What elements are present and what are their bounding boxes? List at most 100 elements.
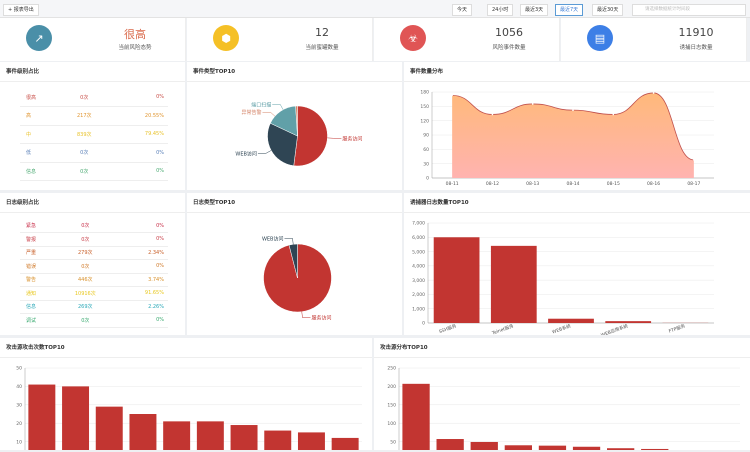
x-tick-label: SSH服务 — [438, 322, 458, 335]
cell-count: 0次 — [64, 88, 104, 107]
cell-level: 严重 — [20, 246, 60, 260]
document-icon: ▤ — [587, 25, 613, 51]
panel-title: 攻击源分布TOP10 — [374, 338, 750, 358]
bar[interactable] — [539, 446, 566, 450]
bar[interactable] — [298, 432, 325, 450]
x-tick-label: WEB系统 — [551, 322, 572, 335]
x-tick-label: Telnet服务 — [490, 322, 515, 335]
stat-value: 11910 — [646, 26, 746, 39]
cell-level: 警报 — [20, 233, 60, 247]
cell-pct: 0% — [104, 162, 168, 181]
pie-label: WEB访问 — [235, 150, 257, 157]
filter-button[interactable]: 最近3天 — [520, 4, 548, 16]
bar[interactable] — [264, 431, 291, 450]
filter-button[interactable]: 24小时 — [487, 4, 513, 16]
cell-level: 中 — [20, 125, 64, 144]
bar[interactable] — [28, 385, 55, 450]
x-tick-label: 08-17 — [687, 181, 700, 187]
x-tick-label: WEB应用系统 — [600, 322, 630, 335]
x-tick-label: 08-16 — [647, 181, 660, 187]
cell-count: 0次 — [60, 314, 112, 328]
cell-level: 很高 — [20, 88, 64, 107]
filter-button[interactable]: 最近30天 — [592, 4, 623, 16]
y-tick-label: 20 — [16, 421, 22, 427]
bar[interactable] — [505, 445, 532, 450]
pie-label-line — [302, 312, 311, 318]
stat-label: 当前风险态势 — [85, 43, 185, 51]
cell-count: 839次 — [64, 125, 104, 144]
y-tick-label: 2,000 — [412, 292, 425, 298]
cell-pct: 0% — [111, 219, 168, 233]
y-tick-label: 10 — [16, 439, 22, 445]
cell-pct: 3.74% — [111, 273, 168, 287]
cell-pct: 91.65% — [111, 287, 168, 301]
y-tick-label: 200 — [387, 384, 396, 390]
x-tick-label: 08-15 — [607, 181, 620, 187]
toolbar: + 报表导出 今天 24小时最近3天最近7天最近30天 请选择数据统计时间段 — [0, 0, 750, 18]
date-range-input[interactable]: 请选择数据统计时间段 — [632, 4, 746, 16]
bar[interactable] — [332, 438, 359, 450]
data-point[interactable] — [572, 109, 574, 111]
export-report-button[interactable]: + 报表导出 — [3, 4, 39, 16]
cell-count: 0次 — [60, 219, 112, 233]
y-tick-label: 100 — [387, 421, 396, 427]
bar[interactable] — [62, 386, 89, 450]
data-point[interactable] — [693, 159, 695, 161]
bar[interactable] — [437, 439, 464, 450]
bar[interactable] — [605, 321, 651, 323]
x-tick-label: 08-11 — [446, 181, 459, 187]
bar[interactable] — [96, 407, 123, 450]
cell-count: 269次 — [60, 300, 112, 314]
bar[interactable] — [163, 421, 190, 450]
data-point[interactable] — [653, 92, 655, 94]
biohazard-icon: ☣ — [400, 25, 426, 51]
data-point[interactable] — [451, 95, 453, 97]
panel-title: 攻击源攻击次数TOP10 — [0, 338, 372, 358]
cell-count: 217次 — [64, 107, 104, 126]
y-tick-label: 50 — [16, 366, 22, 372]
bar[interactable] — [197, 421, 224, 450]
bar[interactable] — [434, 237, 480, 323]
filter-button[interactable]: 最近7天 — [555, 4, 583, 16]
pie-slice[interactable] — [294, 106, 328, 166]
pie-label: 异常告警 — [241, 109, 261, 116]
cell-count: 10916次 — [60, 287, 112, 301]
bar[interactable] — [471, 442, 498, 450]
data-point[interactable] — [492, 114, 494, 116]
cell-pct: 0% — [104, 88, 168, 107]
cell-count: 446次 — [60, 273, 112, 287]
cell-pct: 79.45% — [104, 125, 168, 144]
filter-button[interactable]: 今天 — [452, 4, 472, 16]
y-tick-label: 120 — [420, 118, 429, 124]
panel-title: 事件类型TOP10 — [187, 62, 402, 82]
y-tick-label: 150 — [387, 403, 396, 409]
data-point[interactable] — [612, 114, 614, 116]
honeypot-icon: ⬢ — [213, 25, 239, 51]
y-tick-label: 150 — [420, 104, 429, 110]
x-tick-label: 08-14 — [566, 181, 579, 187]
data-point[interactable] — [532, 103, 534, 105]
bar[interactable] — [548, 319, 594, 323]
stat-label: 当前蜜罐数量 — [272, 43, 372, 51]
bar[interactable] — [402, 384, 429, 450]
bar[interactable] — [129, 414, 156, 450]
area-fill — [452, 93, 694, 178]
bar[interactable] — [231, 425, 258, 450]
y-tick-label: 0 — [422, 321, 425, 327]
cell-count: 0次 — [64, 162, 104, 181]
pie-label-line — [284, 238, 293, 244]
y-tick-label: 40 — [16, 384, 22, 390]
cell-pct: 0% — [104, 144, 168, 163]
cell-pct: 2.34% — [111, 246, 168, 260]
cell-level: 高 — [20, 107, 64, 126]
pie-label: 服务访问 — [312, 315, 332, 322]
bar[interactable] — [491, 246, 537, 323]
